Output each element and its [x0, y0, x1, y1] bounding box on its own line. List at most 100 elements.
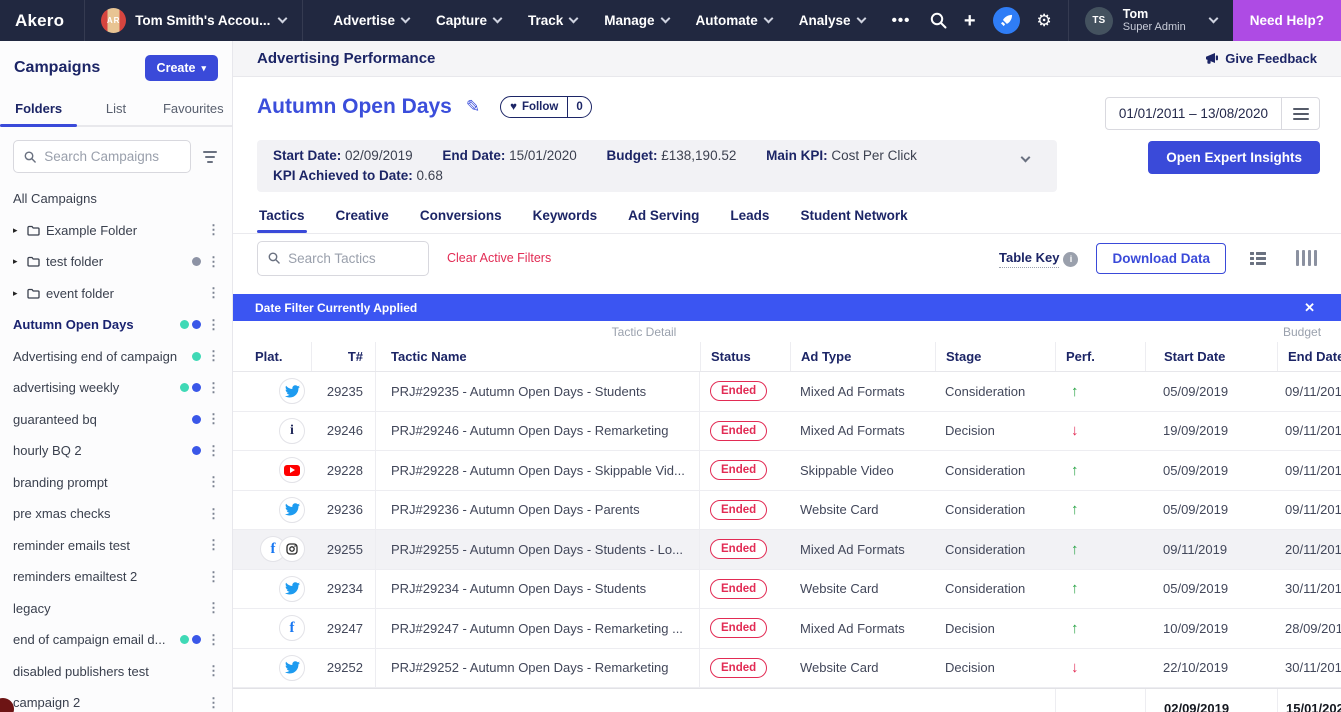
follow-button[interactable]: ♥ Follow 0	[500, 96, 592, 118]
tactics-table: Tactic Detail Budget Plat. T# Tactic Nam…	[233, 321, 1341, 712]
col-t-number[interactable]: T#	[311, 342, 375, 371]
kebab-menu-icon[interactable]: ⋮	[207, 411, 220, 427]
menu-track[interactable]: Track	[528, 13, 579, 28]
kebab-menu-icon[interactable]: ⋮	[207, 694, 220, 710]
tab-ad-serving[interactable]: Ad Serving	[628, 208, 700, 223]
col-ad-type[interactable]: Ad Type	[790, 342, 935, 371]
expand-caret-icon[interactable]: ▸	[13, 287, 18, 298]
col-perf[interactable]: Perf.	[1055, 342, 1145, 371]
sidebar-campaign[interactable]: reminders emailtest 2 ⋮	[13, 568, 220, 585]
kebab-menu-icon[interactable]: ⋮	[207, 379, 220, 395]
tab-favourites[interactable]: Favourites	[162, 101, 224, 116]
menu-manage[interactable]: Manage	[604, 13, 670, 28]
date-range-menu-icon[interactable]	[1281, 98, 1319, 129]
tactic-search-input[interactable]	[288, 250, 418, 266]
user-menu[interactable]: TS Tom Super Admin	[1067, 0, 1233, 41]
table-row[interactable]: 29236 PRJ#29236 - Autumn Open Days - Par…	[233, 490, 1341, 530]
tab-folders[interactable]: Folders	[0, 94, 78, 127]
col-stage[interactable]: Stage	[935, 342, 1055, 371]
columns-view-icon[interactable]	[1296, 250, 1317, 266]
sidebar-campaign-selected[interactable]: Autumn Open Days ⋮	[13, 316, 220, 333]
tab-tactics[interactable]: Tactics	[257, 202, 307, 233]
tab-list[interactable]: List	[105, 101, 127, 116]
chat-launcher[interactable]	[0, 698, 14, 712]
search-icon[interactable]	[930, 12, 947, 29]
kebab-menu-icon[interactable]: ⋮	[207, 631, 220, 647]
sidebar-campaign[interactable]: advertising weekly ⋮	[13, 379, 220, 396]
menu-automate[interactable]: Automate	[696, 13, 774, 28]
table-row[interactable]: f 29247 PRJ#29247 - Autumn Open Days - R…	[233, 609, 1341, 649]
kebab-menu-icon[interactable]: ⋮	[207, 568, 220, 584]
col-tactic-name[interactable]: Tactic Name	[375, 342, 700, 371]
table-row[interactable]: 29235 PRJ#29235 - Autumn Open Days - Stu…	[233, 372, 1341, 412]
tactic-search-box[interactable]	[257, 240, 429, 276]
kebab-menu-icon[interactable]: ⋮	[207, 285, 220, 301]
date-range-picker[interactable]: 01/01/2011 – 13/08/2020	[1104, 97, 1320, 130]
kebab-menu-icon[interactable]: ⋮	[207, 505, 220, 521]
kebab-menu-icon[interactable]: ⋮	[207, 316, 220, 332]
info-icon[interactable]: i	[1063, 251, 1079, 267]
kebab-menu-icon[interactable]: ⋮	[207, 348, 220, 364]
sidebar-folder[interactable]: ▸ Example Folder ⋮	[13, 222, 220, 238]
sidebar-campaign[interactable]: disabled publishers test ⋮	[13, 663, 220, 679]
tab-keywords[interactable]: Keywords	[532, 208, 598, 223]
open-expert-insights-button[interactable]: Open Expert Insights	[1148, 141, 1320, 174]
menu-advertise[interactable]: Advertise	[333, 13, 411, 28]
close-icon[interactable]: ✕	[1304, 299, 1315, 315]
download-data-button[interactable]: Download Data	[1096, 242, 1226, 274]
col-platform[interactable]: Plat.	[255, 349, 283, 364]
tab-conversions[interactable]: Conversions	[419, 208, 502, 223]
tab-student-network[interactable]: Student Network	[800, 208, 908, 223]
menu-capture[interactable]: Capture	[436, 13, 503, 28]
menu-analyse[interactable]: Analyse	[799, 13, 867, 28]
col-start-date[interactable]: Start Date	[1145, 342, 1277, 371]
more-menus-icon[interactable]: •••	[891, 12, 911, 29]
expand-caret-icon[interactable]: ▸	[13, 224, 18, 235]
sidebar-campaign[interactable]: branding prompt ⋮	[13, 474, 220, 490]
add-icon[interactable]: +	[963, 9, 976, 32]
kebab-menu-icon[interactable]: ⋮	[207, 442, 220, 458]
expand-caret-icon[interactable]: ▸	[13, 256, 18, 267]
need-help-button[interactable]: Need Help?	[1232, 0, 1341, 41]
settings-gear-icon[interactable]: ⚙	[1036, 10, 1052, 30]
table-row[interactable]: f 29255 PRJ#29255 - Autumn Open Days - S…	[233, 530, 1341, 570]
table-row[interactable]: 29228 PRJ#29228 - Autumn Open Days - Ski…	[233, 451, 1341, 491]
col-status[interactable]: Status	[700, 342, 790, 371]
sidebar-campaign[interactable]: campaign 2 ⋮	[13, 694, 220, 711]
sidebar-campaign[interactable]: reminder emails test ⋮	[13, 537, 220, 553]
sidebar-folder[interactable]: ▸ test folder ⋮	[13, 253, 220, 270]
clear-active-filters-link[interactable]: Clear Active Filters	[447, 251, 552, 265]
sidebar-folder[interactable]: ▸ event folder ⋮	[13, 285, 220, 301]
table-key-link[interactable]: Table Key	[999, 250, 1060, 268]
tab-creative[interactable]: Creative	[335, 208, 389, 223]
create-button[interactable]: Create ▾	[144, 55, 218, 81]
campaign-search-input[interactable]	[44, 149, 180, 164]
give-feedback-button[interactable]: Give Feedback	[1205, 51, 1317, 66]
kebab-menu-icon[interactable]: ⋮	[207, 253, 220, 269]
sidebar-campaign[interactable]: Advertising end of campaign ⋮	[13, 348, 220, 364]
search-icon	[268, 252, 280, 264]
table-row[interactable]: i 29246 PRJ#29246 - Autumn Open Days - R…	[233, 411, 1341, 451]
kebab-menu-icon[interactable]: ⋮	[207, 222, 220, 238]
kebab-menu-icon[interactable]: ⋮	[207, 663, 220, 679]
sidebar-campaign[interactable]: pre xmas checks ⋮	[13, 505, 220, 522]
kebab-menu-icon[interactable]: ⋮	[207, 537, 220, 553]
tab-leads[interactable]: Leads	[730, 208, 770, 223]
sidebar-campaign[interactable]: legacy ⋮	[13, 600, 220, 616]
sidebar-campaign[interactable]: end of campaign email d... ⋮	[13, 631, 220, 648]
kebab-menu-icon[interactable]: ⋮	[207, 474, 220, 490]
edit-pencil-icon[interactable]: ✎	[465, 97, 481, 116]
sidebar-item-all-campaigns[interactable]: All Campaigns	[13, 191, 97, 207]
col-end-date[interactable]: End Date	[1277, 342, 1341, 371]
rocket-icon[interactable]	[992, 7, 1020, 34]
group-header-tactic-detail: Tactic Detail	[611, 325, 677, 339]
account-selector[interactable]: AR Tom Smith's Accou...	[84, 0, 304, 41]
sidebar-campaign[interactable]: guaranteed bq ⋮	[13, 411, 220, 427]
campaign-search-box[interactable]	[13, 140, 191, 173]
sidebar-campaign[interactable]: hourly BQ 2 ⋮	[13, 442, 220, 459]
table-view-icon[interactable]	[1250, 251, 1266, 265]
kebab-menu-icon[interactable]: ⋮	[207, 600, 220, 616]
filter-icon[interactable]	[201, 149, 219, 165]
table-row[interactable]: 29234 PRJ#29234 - Autumn Open Days - Stu…	[233, 569, 1341, 609]
table-row[interactable]: 29252 PRJ#29252 - Autumn Open Days - Rem…	[233, 648, 1341, 688]
